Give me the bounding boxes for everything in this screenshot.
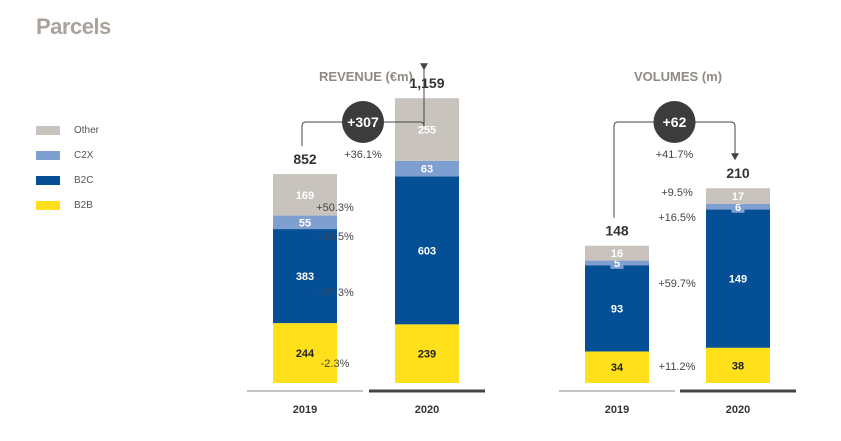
legend-swatch-other — [36, 126, 60, 135]
data-label-other: 17 — [732, 191, 744, 203]
legend-swatch-b2b — [36, 201, 60, 210]
data-label-b2c: 383 — [296, 271, 314, 283]
data-label-other: 16 — [611, 248, 623, 260]
data-label-b2b: 244 — [296, 348, 315, 360]
bar-segment-c2x — [395, 160, 459, 177]
legend-item-c2x: C2X — [36, 143, 99, 168]
x-tick-label: 2019 — [605, 404, 629, 416]
legend-swatch-b2c — [36, 176, 60, 185]
data-label-other: 255 — [418, 125, 436, 137]
bar-total-label: 852 — [293, 151, 317, 167]
change-percent-label: +36.1% — [344, 149, 382, 161]
x-tick-label: 2020 — [726, 404, 750, 416]
data-label-other: 169 — [296, 190, 314, 202]
chart-legend: Other C2X B2C B2B — [36, 118, 99, 218]
data-label-b2c: 93 — [611, 303, 623, 315]
change-arrow-head — [420, 63, 428, 71]
data-label-b2b: 38 — [732, 360, 744, 372]
bar-total-label: 1,159 — [409, 75, 444, 91]
bar-segment-b2c — [585, 265, 649, 352]
bar-segment-other — [395, 98, 459, 161]
segment-change-label: +57.3% — [316, 287, 354, 299]
chart-title: REVENUE (€m) — [319, 69, 413, 84]
bar-segment-other — [273, 174, 337, 216]
chart-title: VOLUMES (m) — [634, 69, 722, 84]
legend-item-b2c: B2C — [36, 168, 99, 193]
x-tick-label: 2020 — [415, 404, 439, 416]
legend-item-b2b: B2B — [36, 193, 99, 218]
legend-swatch-c2x — [36, 151, 60, 160]
data-label-b2b: 239 — [418, 349, 436, 361]
change-bubble — [653, 101, 696, 143]
change-absolute-label: +62 — [663, 114, 687, 130]
bar-total-label: 148 — [605, 223, 629, 239]
legend-item-other: Other — [36, 118, 99, 143]
data-label-b2b: 34 — [611, 362, 624, 374]
segment-change-label: +9.5% — [661, 187, 693, 199]
data-label-b2c: 149 — [729, 274, 747, 286]
segment-change-label: +59.7% — [658, 278, 696, 290]
segment-change-label: -2.3% — [321, 358, 350, 370]
data-label-c2x: 5 — [614, 258, 620, 270]
change-absolute-label: +307 — [347, 114, 379, 130]
bar-segment-b2c — [273, 229, 337, 324]
bar-segment-b2c — [395, 176, 459, 325]
bar-segment-b2b — [706, 347, 770, 383]
change-bubble — [342, 101, 384, 143]
data-label-b2c: 603 — [418, 245, 436, 257]
segment-change-label: +16.5% — [658, 212, 696, 224]
page-title: Parcels — [36, 14, 111, 39]
legend-label-b2c: B2C — [74, 175, 94, 186]
bar-segment-other — [706, 188, 770, 204]
value-label-box — [295, 216, 315, 229]
change-arrow-head — [731, 153, 739, 161]
data-label-c2x: 6 — [735, 202, 741, 214]
data-label-c2x: 55 — [299, 217, 311, 229]
bar-total-label: 210 — [726, 165, 750, 181]
segment-change-label: +50.3% — [316, 202, 354, 214]
bar-segment-other — [585, 245, 649, 261]
x-tick-label: 2019 — [293, 404, 317, 416]
legend-label-b2b: B2B — [74, 200, 93, 211]
legend-label-other: Other — [74, 125, 100, 136]
legend-label-c2x: C2X — [74, 150, 94, 161]
bar-segment-b2c — [706, 209, 770, 348]
bar-segment-b2b — [395, 324, 459, 383]
segment-change-label: +14.5% — [316, 231, 354, 243]
bar-segment-b2b — [273, 323, 337, 383]
change-percent-label: +41.7% — [656, 149, 694, 161]
bar-segment-b2b — [585, 351, 649, 383]
data-label-c2x: 63 — [421, 164, 433, 176]
segment-change-label: +11.2% — [659, 361, 696, 373]
